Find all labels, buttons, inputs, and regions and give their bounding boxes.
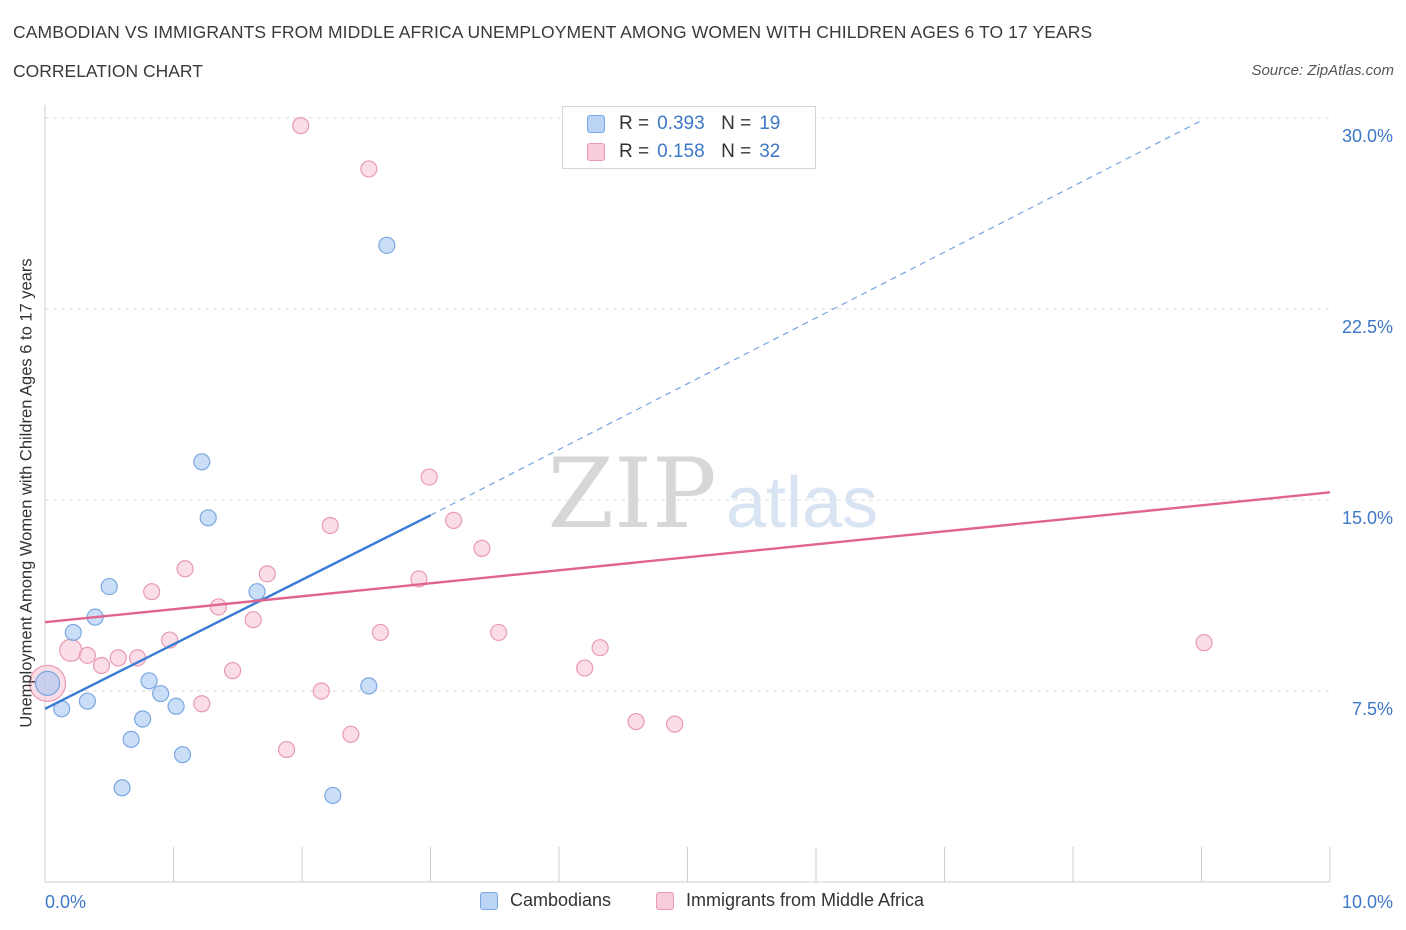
data-point bbox=[143, 583, 161, 601]
n-label: N = bbox=[721, 141, 752, 162]
r-value-cambodians: 0.393 bbox=[657, 113, 705, 134]
data-point bbox=[122, 730, 140, 748]
data-points bbox=[28, 117, 1213, 805]
grid-lines bbox=[45, 117, 1330, 692]
data-point bbox=[173, 746, 192, 764]
data-point bbox=[591, 639, 609, 657]
data-point bbox=[360, 677, 378, 695]
data-point bbox=[109, 649, 127, 667]
trend-lines bbox=[44, 120, 1331, 710]
data-point bbox=[134, 710, 152, 728]
data-point bbox=[152, 684, 170, 703]
data-point bbox=[321, 516, 339, 535]
y-tick-label: 15.0% bbox=[1342, 508, 1393, 528]
data-point bbox=[490, 623, 508, 642]
data-point bbox=[140, 672, 158, 690]
tick-labels: 7.5% 15.0% 22.5% 30.0% 0.0% 10.0% bbox=[45, 126, 1393, 912]
legend-swatch-immigrants bbox=[656, 891, 674, 910]
data-point bbox=[113, 779, 131, 797]
data-point bbox=[292, 117, 310, 135]
y-tick-label: 7.5% bbox=[1352, 699, 1393, 719]
data-point bbox=[666, 715, 684, 733]
legend-label-immigrants: Immigrants from Middle Africa bbox=[686, 890, 925, 910]
data-point bbox=[176, 560, 194, 578]
r-label: R = bbox=[619, 113, 650, 134]
data-point bbox=[78, 692, 97, 710]
chart-title: CAMBODIAN VS IMMIGRANTS FROM MIDDLE AFRI… bbox=[13, 22, 1093, 42]
cambodians-swatch bbox=[587, 115, 605, 133]
data-point bbox=[224, 662, 242, 680]
r-value-immigrants: 0.158 bbox=[657, 141, 705, 162]
data-point bbox=[34, 670, 61, 696]
legend-swatch-cambodians bbox=[480, 891, 498, 910]
watermark-atlas: atlas bbox=[726, 463, 878, 543]
stats-legend-row-immigrants: R = 0.158 N = 32 bbox=[587, 140, 780, 164]
y-axis-label: Unemployment Among Women with Children A… bbox=[17, 258, 36, 728]
axes bbox=[44, 105, 1331, 883]
chart-subtitle: CORRELATION CHART bbox=[13, 61, 203, 81]
data-point bbox=[360, 160, 378, 178]
n-label: N = bbox=[721, 113, 752, 134]
x-tick-label: 10.0% bbox=[1342, 892, 1393, 912]
data-point bbox=[473, 539, 491, 557]
legend-label-cambodians: Cambodians bbox=[510, 890, 612, 910]
trend-line-cambodians bbox=[44, 514, 432, 710]
series-cambodians bbox=[34, 236, 396, 805]
data-point bbox=[342, 725, 360, 743]
data-point bbox=[576, 659, 594, 677]
data-point bbox=[193, 695, 211, 713]
data-point bbox=[244, 611, 262, 629]
watermark-zip: ZIP bbox=[547, 438, 716, 550]
data-point bbox=[209, 598, 228, 616]
y-tick-label: 30.0% bbox=[1342, 126, 1393, 146]
data-point bbox=[445, 511, 463, 529]
data-point bbox=[78, 646, 97, 664]
data-point bbox=[167, 697, 185, 715]
x-tick-label: 0.0% bbox=[45, 892, 86, 912]
data-point bbox=[378, 236, 396, 254]
data-point bbox=[420, 468, 438, 486]
data-point bbox=[258, 565, 276, 583]
data-point bbox=[199, 509, 217, 527]
data-point bbox=[248, 583, 266, 601]
legend-item-cambodians[interactable]: Cambodians bbox=[480, 890, 611, 911]
series-immigrants bbox=[28, 117, 1213, 759]
watermark: ZIP atlas bbox=[547, 438, 878, 550]
stats-legend-row-cambodians: R = 0.393 N = 19 bbox=[587, 112, 780, 136]
data-point bbox=[1195, 634, 1213, 652]
trend-line-cambodians-extension bbox=[430, 120, 1202, 516]
immigrants-swatch bbox=[587, 143, 605, 161]
source-label: Source: ZipAtlas.com bbox=[1251, 62, 1394, 79]
data-point bbox=[277, 740, 296, 759]
data-point bbox=[324, 786, 342, 805]
n-value-immigrants: 32 bbox=[759, 141, 781, 162]
data-point bbox=[64, 623, 82, 642]
data-point bbox=[193, 453, 211, 471]
y-tick-label: 22.5% bbox=[1342, 317, 1393, 337]
data-point bbox=[312, 682, 330, 700]
n-value-cambodians: 19 bbox=[759, 113, 781, 134]
data-point bbox=[92, 656, 111, 675]
trend-line-immigrants bbox=[44, 491, 1331, 624]
legend-item-immigrants[interactable]: Immigrants from Middle Africa bbox=[656, 890, 924, 911]
data-point bbox=[627, 712, 645, 731]
data-point bbox=[100, 577, 118, 596]
stats-legend: R = 0.393 N = 19 R = 0.158 N = 32 bbox=[562, 106, 816, 169]
data-point bbox=[371, 623, 389, 642]
r-label: R = bbox=[619, 141, 650, 162]
data-point bbox=[59, 638, 83, 662]
